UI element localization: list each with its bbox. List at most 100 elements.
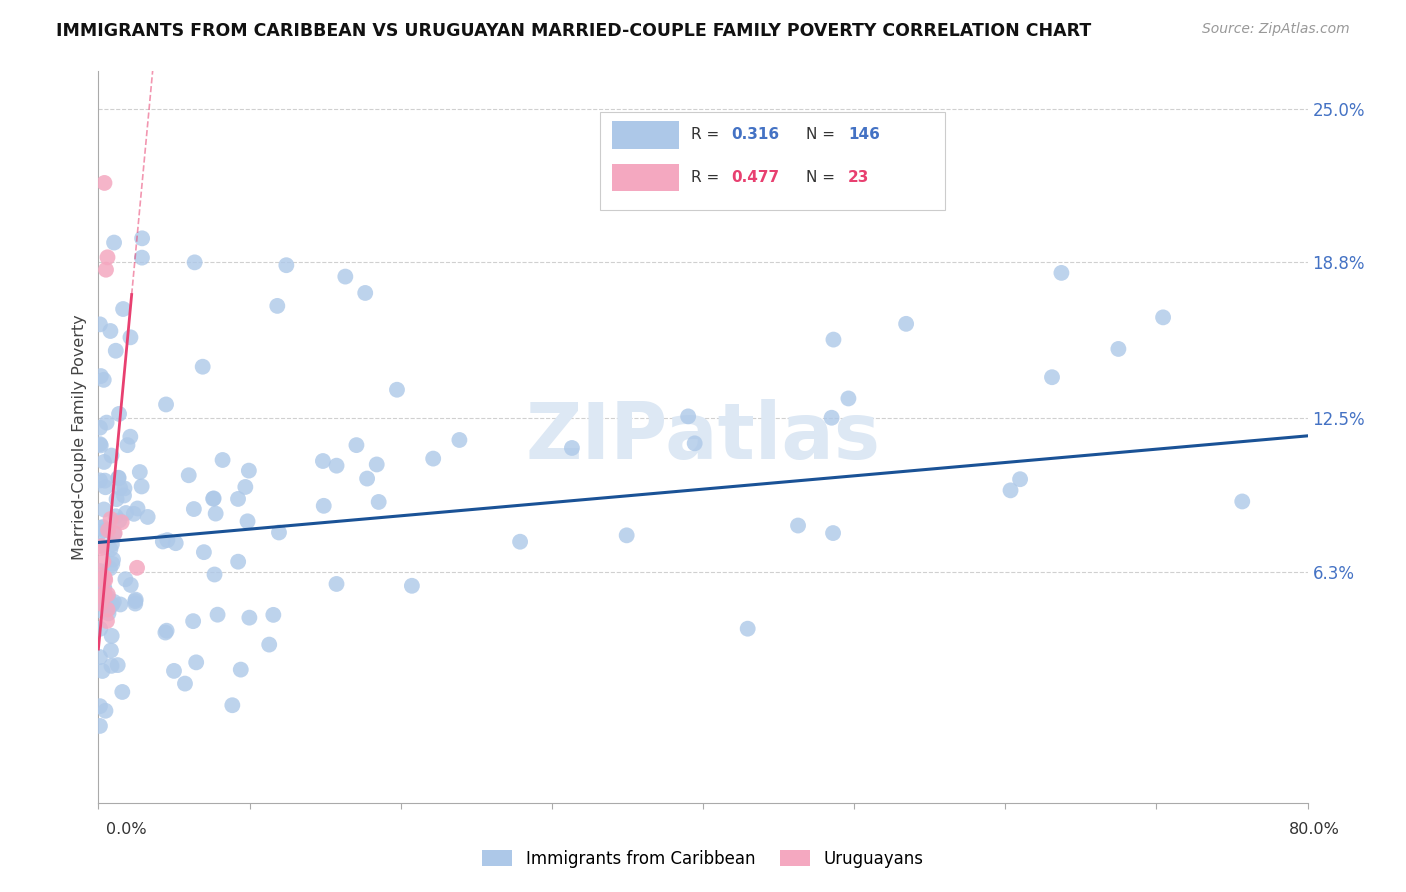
Point: [89, 521, 111, 535]
Point: [111, 515, 134, 529]
Point: [276, 258, 298, 272]
Point: [97, 587, 120, 601]
Point: [89, 539, 111, 553]
Point: [94, 480, 117, 494]
Point: [89, 474, 111, 488]
Point: [181, 614, 204, 628]
Point: [89, 564, 111, 578]
Point: [1050, 266, 1073, 280]
Point: [89, 592, 111, 607]
Point: [89, 650, 111, 665]
Point: [191, 359, 214, 374]
Point: [93, 570, 115, 584]
Bar: [613, 163, 679, 191]
Point: [89, 525, 111, 540]
Point: [101, 557, 124, 571]
Point: [90, 541, 112, 555]
Point: [114, 572, 136, 586]
Point: [94, 704, 117, 718]
Point: [312, 454, 335, 468]
Point: [107, 658, 129, 673]
Point: [346, 438, 368, 452]
Text: Source: ZipAtlas.com: Source: ZipAtlas.com: [1202, 22, 1350, 37]
Point: [100, 324, 122, 338]
Point: [93, 582, 115, 596]
Point: [103, 235, 125, 250]
Point: [96, 250, 118, 264]
Point: [93, 524, 115, 538]
Point: [561, 441, 583, 455]
Text: R =: R =: [690, 128, 724, 143]
Point: [131, 251, 153, 265]
Point: [93, 455, 115, 469]
Point: [155, 397, 177, 411]
Point: [356, 472, 378, 486]
Point: [108, 513, 131, 527]
Text: N =: N =: [806, 169, 839, 185]
Point: [114, 482, 136, 496]
Legend: Immigrants from Caribbean, Uruguayans: Immigrants from Caribbean, Uruguayans: [475, 844, 931, 875]
Point: [1232, 494, 1254, 508]
Point: [221, 698, 243, 713]
Point: [91, 520, 114, 534]
Point: [128, 465, 150, 479]
Point: [90, 572, 112, 586]
Bar: [613, 121, 679, 149]
Point: [101, 598, 124, 612]
Point: [120, 578, 142, 592]
Point: [89, 318, 111, 332]
Point: [1107, 342, 1129, 356]
Point: [122, 507, 145, 521]
Point: [238, 464, 260, 478]
Point: [100, 542, 122, 557]
Point: [131, 479, 153, 493]
Point: [385, 383, 408, 397]
Point: [449, 433, 471, 447]
Point: [616, 528, 638, 542]
Point: [236, 514, 259, 528]
Point: [120, 430, 142, 444]
Point: [91, 664, 114, 678]
Point: [100, 449, 122, 463]
Point: [104, 509, 127, 524]
Point: [683, 436, 706, 450]
Point: [103, 527, 125, 541]
Point: [183, 255, 205, 269]
Point: [676, 409, 699, 424]
Point: [267, 525, 290, 540]
Point: [422, 451, 444, 466]
Point: [89, 568, 111, 582]
Point: [93, 587, 115, 601]
Text: N =: N =: [806, 128, 839, 143]
Point: [823, 333, 845, 347]
Point: [90, 438, 112, 452]
Point: [112, 301, 135, 316]
Point: [207, 607, 229, 622]
Point: [90, 603, 112, 617]
Point: [266, 299, 288, 313]
Point: [115, 506, 138, 520]
Point: [229, 663, 252, 677]
Point: [354, 285, 377, 300]
Point: [93, 373, 115, 387]
Point: [96, 416, 118, 430]
Point: [155, 625, 177, 640]
Point: [98, 561, 121, 575]
Point: [125, 592, 148, 607]
Point: [89, 699, 111, 714]
Point: [91, 582, 114, 597]
Point: [257, 638, 280, 652]
Point: [737, 622, 759, 636]
Point: [202, 491, 225, 506]
Point: [183, 502, 205, 516]
Point: [366, 458, 388, 472]
Point: [226, 555, 249, 569]
Point: [100, 658, 122, 673]
Point: [96, 614, 118, 628]
Point: [93, 572, 115, 586]
Point: [186, 656, 208, 670]
Point: [90, 539, 112, 553]
Point: [100, 512, 122, 526]
Point: [820, 410, 842, 425]
Point: [1010, 472, 1032, 486]
